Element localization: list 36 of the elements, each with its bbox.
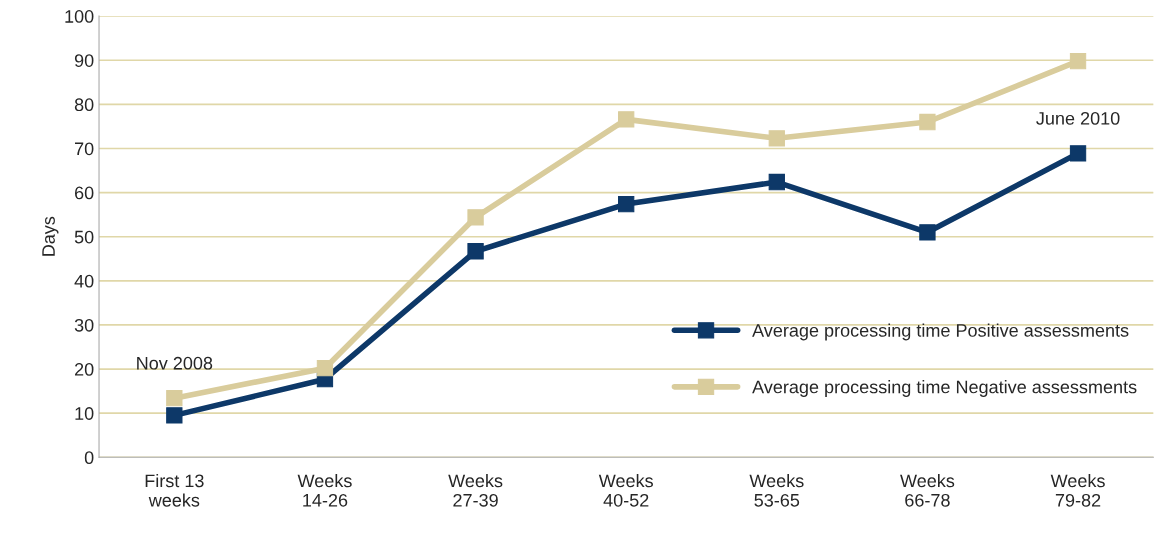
y-tick-label: 70 xyxy=(75,142,94,156)
y-axis-title: Days xyxy=(42,216,59,256)
point xyxy=(1069,52,1087,70)
y-tick-label: 40 xyxy=(74,274,94,288)
y-tick-label: 30 xyxy=(74,318,94,332)
legend-label: Average processing time Positive assessments xyxy=(752,323,1129,341)
point xyxy=(919,224,936,241)
annotation: June 2010 xyxy=(1036,111,1120,125)
point xyxy=(768,130,785,147)
point xyxy=(618,195,635,213)
x-tick-label: Weeks 53-65 xyxy=(749,473,804,507)
y-tick-label: 0 xyxy=(84,451,94,465)
y-tick-label: 60 xyxy=(75,186,94,200)
point xyxy=(316,360,334,377)
x-tick-label: Weeks 40-52 xyxy=(598,473,653,507)
x-tick-label: Weeks 27-39 xyxy=(448,473,503,507)
point xyxy=(166,390,183,407)
point xyxy=(768,173,785,191)
annotation: Nov 2008 xyxy=(137,356,213,370)
point xyxy=(467,209,484,226)
point xyxy=(166,407,183,424)
x-tick-label: Weeks 79-82 xyxy=(1050,473,1105,507)
point xyxy=(467,243,484,260)
x-tick-label: Weeks 14-26 xyxy=(297,473,352,507)
x-tick-label: First 13 weeks xyxy=(145,473,204,507)
legend-label: Average processing time Negative assessments xyxy=(752,380,1137,397)
y-tick-label: 50 xyxy=(74,230,94,244)
x-tick-label: Weeks 66-78 xyxy=(900,473,955,507)
y-tick-label: 80 xyxy=(74,98,94,112)
y-tick-label: 20 xyxy=(74,363,94,376)
y-tick-label: 100 xyxy=(65,10,94,23)
point xyxy=(618,111,635,128)
y-tick-label: 90 xyxy=(74,54,94,67)
point xyxy=(919,113,936,131)
y-tick-label: 10 xyxy=(75,407,94,420)
point xyxy=(1069,145,1087,162)
